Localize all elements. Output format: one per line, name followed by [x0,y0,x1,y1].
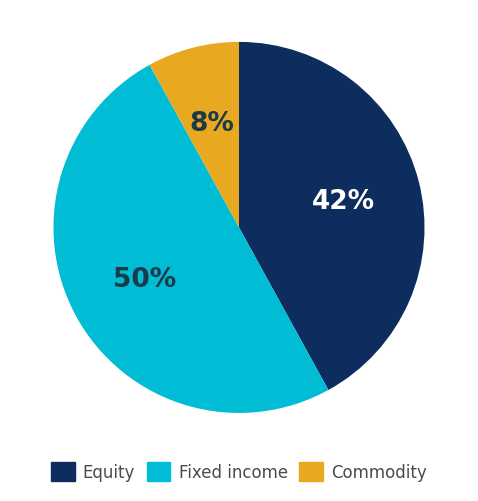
Text: 8%: 8% [190,111,235,137]
Legend: Equity, Fixed income, Commodity: Equity, Fixed income, Commodity [44,455,434,488]
Text: 50%: 50% [113,267,176,293]
Wedge shape [54,66,328,413]
Text: 42%: 42% [312,188,375,214]
Wedge shape [239,43,424,390]
Wedge shape [150,43,239,228]
